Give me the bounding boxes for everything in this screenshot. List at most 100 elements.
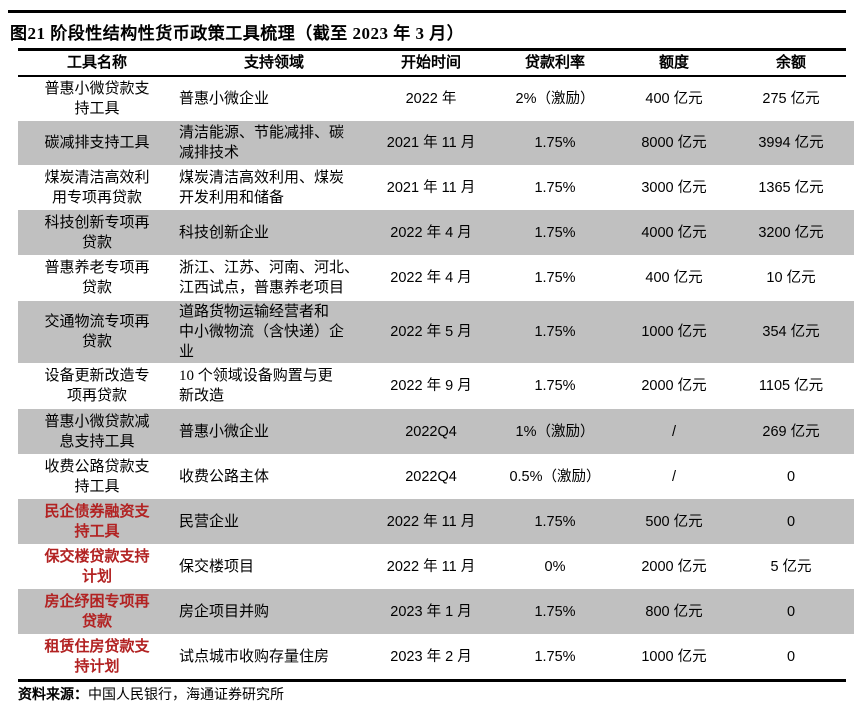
- cell-tool-name: 民企债券融资支 持工具: [44, 503, 150, 540]
- table-row: 租赁住房贷款支 持计划 试点城市收购存量住房 2023 年 2 月 1.75% 1000…: [18, 634, 854, 679]
- header-loan-rate: 贷款利率: [524, 55, 585, 71]
- cell-loan-rate: 1.75%: [534, 603, 576, 620]
- cell-support-field: 科技创新企业: [179, 224, 270, 241]
- cell-tool-name: 普惠养老专项再 贷款: [44, 260, 150, 296]
- cell-balance: 0: [786, 603, 796, 620]
- cell-start-time: 2022Q4: [405, 468, 457, 485]
- cell-quota: 500 亿元: [645, 513, 703, 530]
- cell-support-field: 保交楼项目: [179, 558, 255, 575]
- cell-balance: 354 亿元: [762, 324, 820, 340]
- top-divider: [8, 10, 846, 13]
- cell-loan-rate: 1.75%: [534, 179, 576, 196]
- table-row: 普惠小微贷款减 息支持工具 普惠小微企业 2022Q4 1%（激励） / 269 亿元: [18, 409, 854, 454]
- cell-support-field: 试点城市收购存量住房: [179, 648, 330, 665]
- cell-tool-name: 科技创新专项再 贷款: [44, 214, 150, 251]
- cell-quota: 800 亿元: [645, 603, 703, 620]
- cell-tool-name: 房企纾困专项再 贷款: [44, 593, 150, 630]
- cell-balance: 3200 亿元: [758, 224, 824, 241]
- table-row: 科技创新专项再 贷款 科技创新企业 2022 年 4 月 1.75% 4000 亿元 32…: [18, 210, 854, 255]
- header-support-field: 支持领域: [243, 55, 304, 71]
- table-row: 碳减排支持工具 清洁能源、节能减排、碳 减排技术 2021 年 11 月 1.75% 8…: [18, 121, 854, 165]
- policy-tools-table: 工具名称 支持领域 开始时间 贷款利率 额度 余额 普惠小微贷款支 持工具 普惠小…: [18, 48, 854, 682]
- table-row: 普惠养老专项再 贷款 浙江、江苏、河南、河北、 江西试点，普惠养老项目 2022 年…: [18, 255, 854, 301]
- cell-tool-name: 设备更新改造专 项再贷款: [44, 368, 150, 404]
- table-body: 普惠小微贷款支 持工具 普惠小微企业 2022 年 2%（激励） 400 亿元 275 亿…: [18, 77, 854, 679]
- cell-support-field: 房企项目并购: [179, 603, 270, 620]
- cell-loan-rate: 1.75%: [534, 513, 576, 530]
- table-row: 设备更新改造专 项再贷款 10 个领域设备购置与更 新改造 2022 年 9 月 1.…: [18, 363, 854, 409]
- cell-loan-rate: 1.75%: [534, 270, 576, 286]
- cell-quota: 4000 亿元: [641, 224, 707, 241]
- cell-balance: 0: [786, 468, 796, 485]
- table-row: 民企债券融资支 持工具 民营企业 2022 年 11 月 1.75% 500 亿元 0: [18, 499, 854, 544]
- cell-tool-name: 交通物流专项再 贷款: [44, 314, 150, 350]
- source-text: 中国人民银行，海通证券研究所: [88, 688, 284, 703]
- table-row: 煤炭清洁高效利 用专项再贷款 煤炭清洁高效利用、煤炭 开发利用和储备 2021 年 …: [18, 165, 854, 210]
- cell-loan-rate: 0.5%（激励）: [509, 468, 601, 485]
- cell-balance: 1365 亿元: [758, 179, 824, 196]
- header-start-time: 开始时间: [400, 55, 461, 71]
- cell-start-time: 2022 年 5 月: [390, 324, 472, 340]
- header-quota: 额度: [658, 55, 689, 71]
- cell-tool-name: 碳减排支持工具: [44, 135, 150, 151]
- cell-quota: /: [671, 423, 677, 440]
- cell-support-field: 普惠小微企业: [179, 423, 270, 440]
- cell-start-time: 2021 年 11 月: [386, 179, 476, 196]
- cell-loan-rate: 0%: [544, 558, 566, 575]
- cell-loan-rate: 1.75%: [534, 224, 576, 241]
- cell-quota: 400 亿元: [645, 91, 703, 107]
- source-note: 资料来源：中国人民银行，海通证券研究所: [18, 684, 838, 703]
- cell-balance: 269 亿元: [762, 423, 820, 440]
- cell-support-field: 煤炭清洁高效利用、煤炭 开发利用和储备: [179, 169, 345, 206]
- header-balance: 余额: [775, 55, 806, 71]
- cell-tool-name: 普惠小微贷款支 持工具: [44, 81, 150, 117]
- table-top-border: [18, 48, 846, 51]
- table-row: 保交楼贷款支持 计划 保交楼项目 2022 年 11 月 0% 2000 亿元 5 亿元: [18, 544, 854, 589]
- cell-loan-rate: 1.75%: [534, 135, 576, 151]
- header-bottom-border: [18, 75, 846, 77]
- cell-tool-name: 租赁住房贷款支 持计划: [44, 638, 150, 675]
- cell-balance: 10 亿元: [766, 270, 816, 286]
- table-row: 房企纾困专项再 贷款 房企项目并购 2023 年 1 月 1.75% 800 亿元 0: [18, 589, 854, 634]
- cell-quota: 2000 亿元: [641, 558, 707, 575]
- table-header-row: 工具名称 支持领域 开始时间 贷款利率 额度 余额: [18, 51, 854, 75]
- header-tool-name: 工具名称: [66, 55, 127, 71]
- cell-quota: 400 亿元: [645, 270, 703, 286]
- cell-start-time: 2022Q4: [405, 423, 457, 440]
- cell-quota: 3000 亿元: [641, 179, 707, 196]
- cell-start-time: 2022 年: [405, 91, 457, 107]
- source-label: 资料来源：: [18, 688, 88, 703]
- cell-balance: 275 亿元: [762, 91, 820, 107]
- cell-balance: 0: [786, 513, 796, 530]
- cell-start-time: 2022 年 11 月: [386, 558, 476, 575]
- table-row: 交通物流专项再 贷款 道路货物运输经营者和 中小微物流（含快递）企 业 2022 年…: [18, 301, 854, 363]
- cell-support-field: 普惠小微企业: [179, 91, 270, 107]
- table-row: 收费公路贷款支 持工具 收费公路主体 2022Q4 0.5%（激励） / 0: [18, 454, 854, 499]
- cell-quota: /: [671, 468, 677, 485]
- cell-start-time: 2022 年 9 月: [390, 378, 472, 394]
- cell-support-field: 道路货物运输经营者和 中小微物流（含快递）企 业: [179, 304, 345, 360]
- cell-loan-rate: 1.75%: [534, 324, 576, 340]
- cell-support-field: 10 个领域设备购置与更 新改造: [179, 368, 333, 404]
- cell-tool-name: 煤炭清洁高效利 用专项再贷款: [44, 169, 150, 206]
- table-bottom-border: [18, 679, 846, 682]
- cell-tool-name: 普惠小微贷款减 息支持工具: [44, 413, 150, 450]
- cell-tool-name: 收费公路贷款支 持工具: [44, 458, 150, 495]
- table-row: 普惠小微贷款支 持工具 普惠小微企业 2022 年 2%（激励） 400 亿元 275 亿…: [18, 77, 854, 121]
- cell-support-field: 清洁能源、节能减排、碳 减排技术: [179, 125, 345, 161]
- cell-balance: 3994 亿元: [758, 135, 824, 151]
- cell-balance: 1105 亿元: [758, 378, 824, 394]
- cell-support-field: 收费公路主体: [179, 468, 270, 485]
- figure-title: 图21 阶段性结构性货币政策工具梳理（截至 2023 年 3 月）: [10, 24, 465, 43]
- cell-balance: 5 亿元: [770, 558, 812, 575]
- cell-support-field: 民营企业: [179, 513, 240, 530]
- cell-support-field: 浙江、江苏、河南、河北、 江西试点，普惠养老项目: [179, 260, 360, 296]
- cell-start-time: 2022 年 4 月: [390, 270, 472, 286]
- cell-loan-rate: 2%（激励）: [515, 91, 595, 107]
- cell-loan-rate: 1%（激励）: [515, 423, 595, 440]
- cell-start-time: 2021 年 11 月: [386, 135, 476, 151]
- cell-tool-name: 保交楼贷款支持 计划: [44, 548, 150, 585]
- cell-start-time: 2022 年 4 月: [390, 224, 472, 241]
- cell-quota: 1000 亿元: [641, 648, 707, 665]
